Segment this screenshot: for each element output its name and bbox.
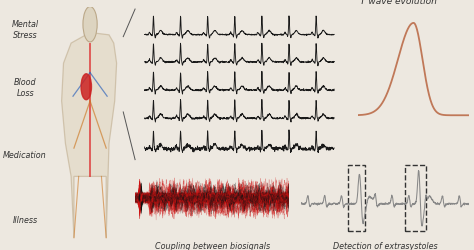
Circle shape (83, 8, 97, 43)
Bar (405, 165, 426, 231)
Text: Illness: Illness (12, 216, 38, 224)
Polygon shape (62, 33, 117, 238)
Circle shape (81, 74, 91, 100)
Text: T wave evolution: T wave evolution (360, 0, 437, 6)
Text: Blood
Loss: Blood Loss (14, 78, 36, 97)
Bar (348, 165, 365, 231)
Text: Coupling between biosignals: Coupling between biosignals (155, 241, 270, 250)
Text: Detection of extrasystoles: Detection of extrasystoles (333, 241, 438, 250)
Text: Medication: Medication (3, 150, 47, 160)
Text: Mental
Stress: Mental Stress (11, 20, 39, 40)
